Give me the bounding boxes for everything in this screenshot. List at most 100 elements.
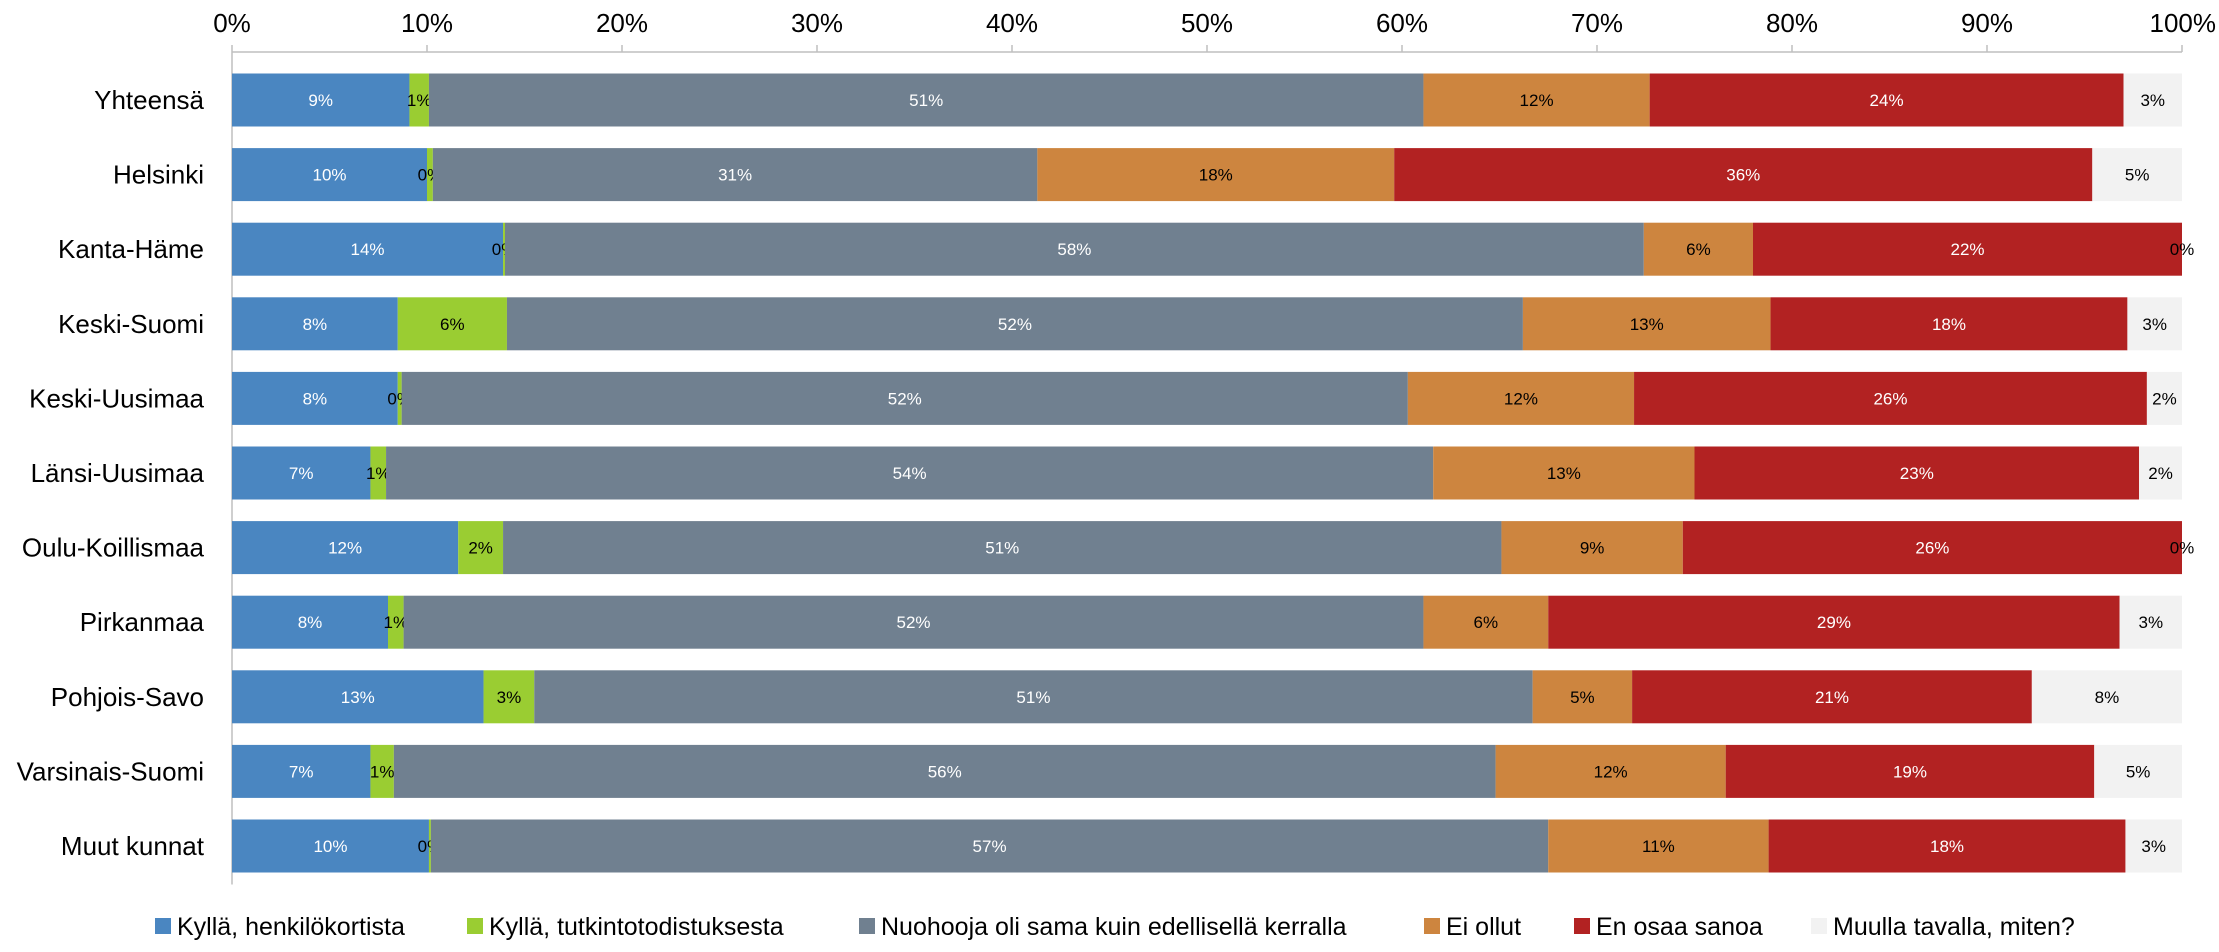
data-label: 5% bbox=[2125, 166, 2150, 185]
bar-segment bbox=[388, 595, 404, 649]
bar-segment bbox=[1548, 595, 2120, 649]
data-label: 36% bbox=[1726, 166, 1760, 185]
data-label: 6% bbox=[1686, 240, 1711, 259]
legend-label: En osaa sanoa bbox=[1596, 913, 1763, 941]
legend-label: Nuohooja oli sama kuin edellisellä kerra… bbox=[881, 913, 1347, 941]
data-label: 58% bbox=[1057, 240, 1091, 259]
data-label: 1% bbox=[370, 762, 395, 781]
bar-segment bbox=[428, 73, 1424, 127]
bar-segment bbox=[1495, 744, 1726, 798]
data-label: 51% bbox=[1016, 688, 1050, 707]
bar-segment bbox=[1548, 819, 1769, 873]
data-label: 8% bbox=[2095, 688, 2120, 707]
bar-segment bbox=[1649, 73, 2124, 127]
bar-segment bbox=[1532, 670, 1633, 724]
bar-segment bbox=[1770, 297, 2128, 351]
data-label: 7% bbox=[289, 762, 314, 781]
data-label: 11% bbox=[1642, 837, 1675, 856]
bar-segment bbox=[428, 819, 431, 873]
data-label: 13% bbox=[1547, 464, 1581, 483]
data-label: 26% bbox=[1873, 389, 1907, 408]
x-tick-label: 20% bbox=[596, 8, 648, 38]
bar-segment bbox=[2127, 297, 2182, 351]
x-tick-label: 50% bbox=[1181, 8, 1233, 38]
bar-segment bbox=[534, 670, 1533, 724]
data-label: 51% bbox=[985, 539, 1019, 558]
category-label: Pohjois-Savo bbox=[51, 682, 204, 712]
data-label: 2% bbox=[468, 539, 493, 558]
bar-segment bbox=[370, 744, 394, 798]
bar-segment bbox=[2094, 744, 2182, 798]
data-label: 8% bbox=[303, 389, 328, 408]
data-label: 19% bbox=[1893, 762, 1927, 781]
data-label: 1% bbox=[407, 91, 432, 110]
x-tick-label: 100% bbox=[2150, 8, 2217, 38]
legend-label: Kyllä, tutkintotodistuksesta bbox=[489, 913, 784, 941]
bar-segment bbox=[386, 446, 1434, 500]
x-axis: 0% 10% 20% 30% 40% 50% 60% 70% 80% 90% 100% bbox=[213, 8, 2216, 885]
bar-segment bbox=[2092, 148, 2182, 202]
data-label: 3% bbox=[2142, 315, 2167, 334]
bar-segment bbox=[2119, 595, 2182, 649]
data-label: 1% bbox=[366, 464, 391, 483]
bar-segment bbox=[503, 222, 505, 276]
data-label: 51% bbox=[909, 91, 943, 110]
bar-segment bbox=[2123, 73, 2182, 127]
bar-segment bbox=[1634, 371, 2147, 425]
bar-segment bbox=[409, 73, 429, 127]
bar-segment bbox=[1407, 371, 1635, 425]
bar-segment bbox=[1753, 222, 2182, 276]
bar-segment bbox=[1423, 73, 1650, 127]
plot-area: 9% 1% 51% 12% 24% 3% 10% 0% 31% 18% 36% 5% 14% 0% 58% 6… bbox=[232, 73, 2195, 873]
data-label: 23% bbox=[1900, 464, 1934, 483]
data-label: 12% bbox=[1520, 91, 1554, 110]
bar-segment bbox=[430, 819, 1549, 873]
legend-swatch bbox=[467, 918, 483, 934]
bar-segment bbox=[232, 222, 504, 276]
bar-segment bbox=[232, 148, 427, 202]
legend-swatch bbox=[859, 918, 875, 934]
bar-segment bbox=[2139, 446, 2182, 500]
bar-segment bbox=[1682, 521, 2182, 575]
data-label: 9% bbox=[1580, 539, 1605, 558]
bar-segment bbox=[1501, 521, 1683, 575]
data-label: 5% bbox=[1570, 688, 1595, 707]
x-tick-label: 90% bbox=[1961, 8, 2013, 38]
data-label: 6% bbox=[1474, 613, 1499, 632]
bar-segment bbox=[505, 222, 1644, 276]
x-tick-label: 70% bbox=[1571, 8, 1623, 38]
legend-swatch bbox=[1811, 918, 1827, 934]
data-label: 2% bbox=[2152, 389, 2177, 408]
bar-segment bbox=[427, 148, 433, 202]
data-label: 0% bbox=[2170, 539, 2195, 558]
bar-segment bbox=[1433, 446, 1695, 500]
bar-segment bbox=[232, 297, 398, 351]
x-tick-label: 10% bbox=[401, 8, 453, 38]
bar-segment bbox=[232, 446, 371, 500]
data-label: 1% bbox=[384, 613, 409, 632]
bar-segment bbox=[393, 744, 1496, 798]
data-label: 10% bbox=[313, 837, 347, 856]
data-label: 18% bbox=[1932, 315, 1966, 334]
legend: Kyllä, henkilökortista Kyllä, tutkintotod… bbox=[155, 913, 2075, 941]
bar-segment bbox=[1423, 595, 1549, 649]
data-label: 29% bbox=[1817, 613, 1851, 632]
bar-segment bbox=[397, 297, 507, 351]
data-label: 52% bbox=[888, 389, 922, 408]
data-label: 12% bbox=[328, 539, 362, 558]
bar-segment bbox=[1725, 744, 2095, 798]
bar-segment bbox=[232, 371, 398, 425]
category-label: Oulu-Koillismaa bbox=[22, 533, 205, 563]
bar-segment bbox=[1522, 297, 1771, 351]
bar-segment bbox=[1394, 148, 2093, 202]
bar-segment bbox=[232, 73, 410, 127]
bar-segment bbox=[403, 595, 1424, 649]
bar-segment bbox=[232, 819, 429, 873]
legend-swatch bbox=[1574, 918, 1590, 934]
bar-segment bbox=[232, 744, 371, 798]
data-label: 13% bbox=[1630, 315, 1664, 334]
data-label: 31% bbox=[718, 166, 752, 185]
data-label: 21% bbox=[1815, 688, 1849, 707]
data-label: 54% bbox=[893, 464, 927, 483]
